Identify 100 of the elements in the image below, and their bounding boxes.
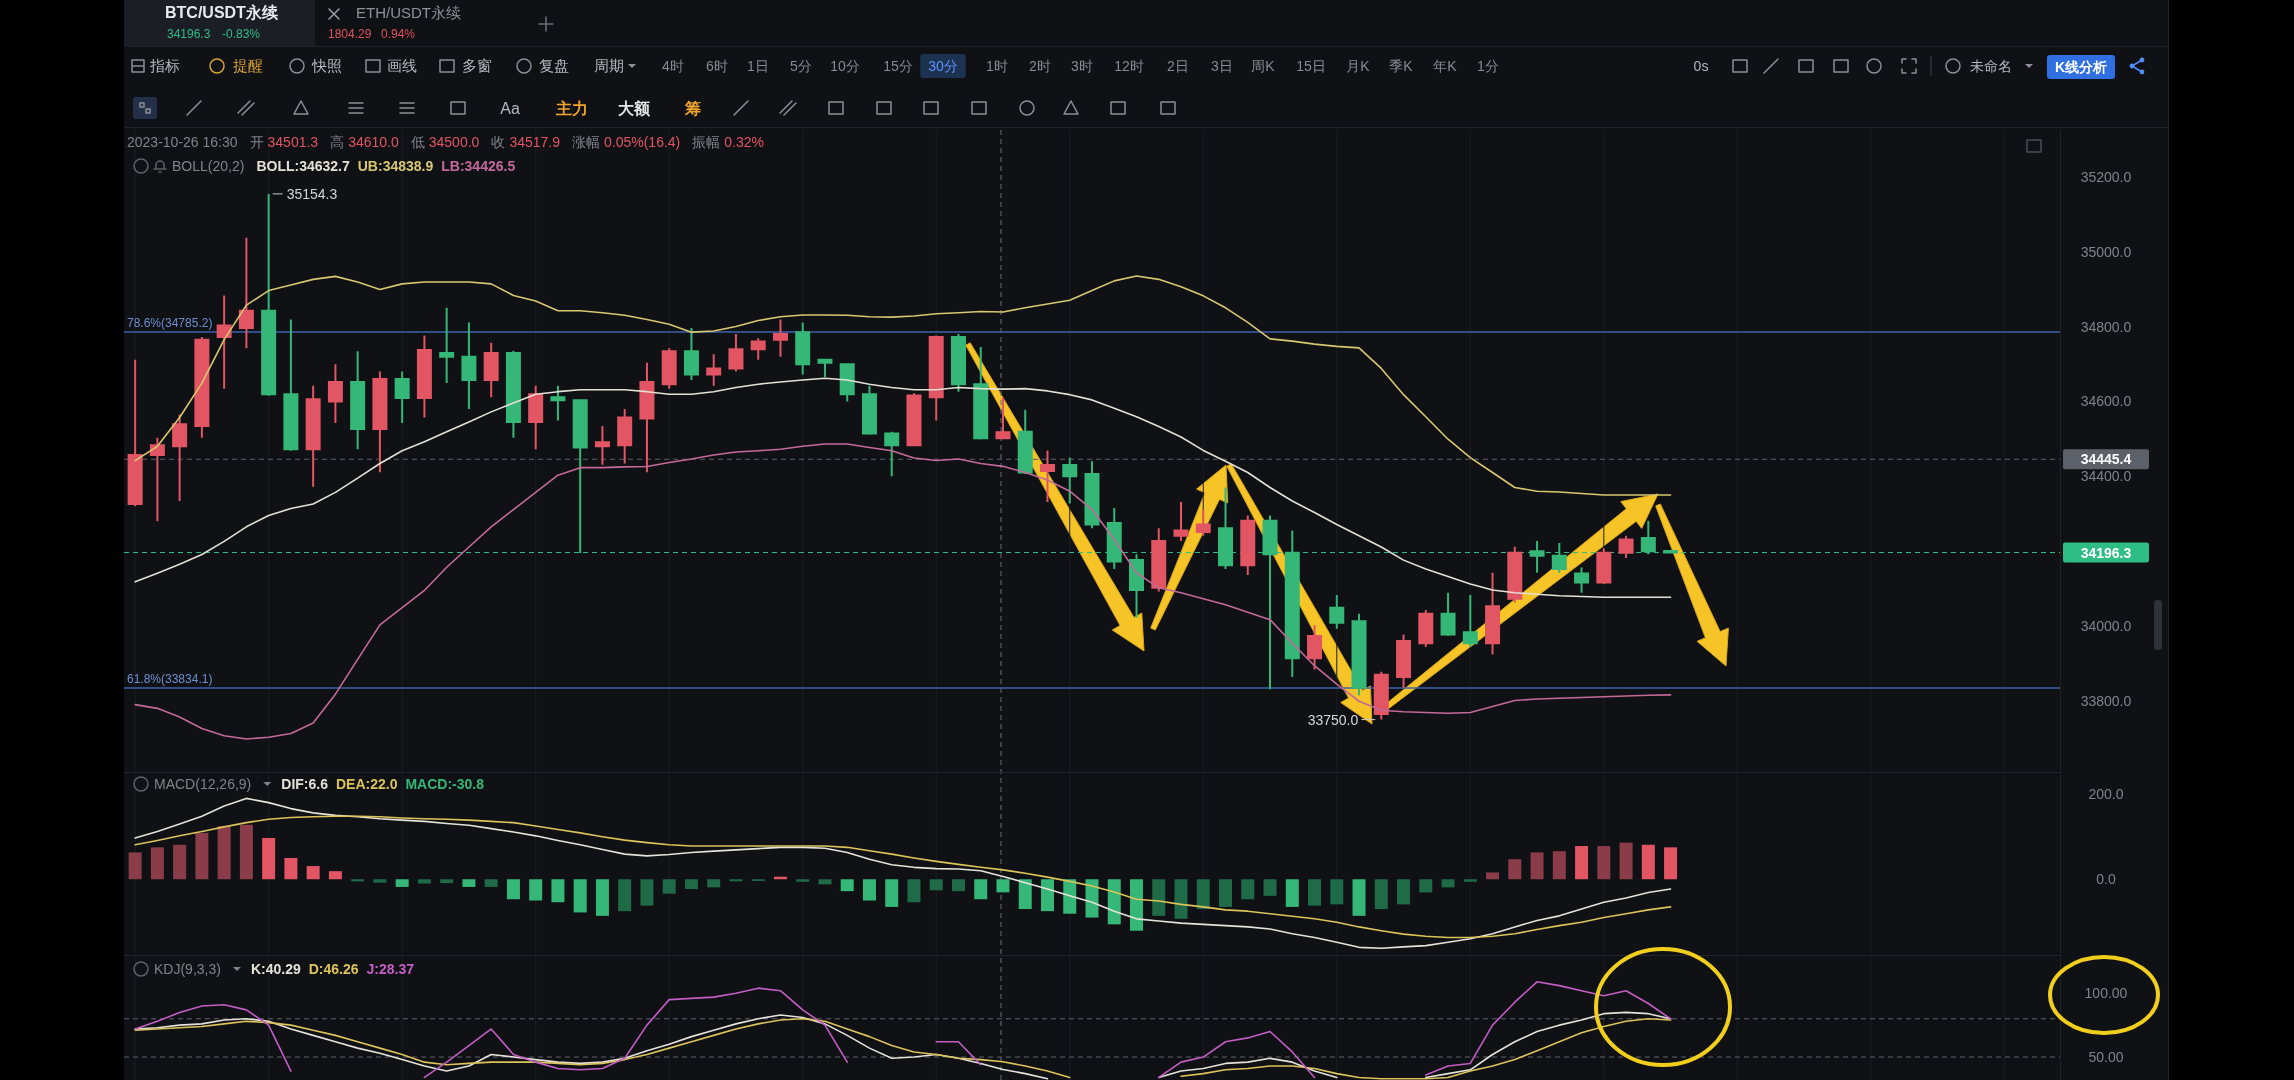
- candlestick: [283, 318, 299, 452]
- candlestick: [884, 430, 900, 478]
- candlestick: [1529, 540, 1545, 574]
- annotation: 34610.0: [348, 134, 399, 150]
- y-tick-label: 34800.0: [2080, 318, 2132, 335]
- text: 3日: [1211, 58, 1233, 74]
- bar: [1508, 859, 1522, 880]
- text: UB:34838.9: [357, 158, 434, 174]
- bar: [1285, 879, 1299, 907]
- bar: [595, 879, 609, 916]
- candlestick: [1284, 529, 1300, 678]
- candlestick: [416, 334, 432, 419]
- text: 30分: [928, 58, 958, 74]
- bar: [996, 879, 1010, 893]
- bar: [818, 879, 832, 885]
- candlestick: [995, 396, 1011, 440]
- bar: [128, 852, 142, 880]
- bar: [1575, 846, 1589, 880]
- line-series: [134, 797, 1672, 949]
- bar: [885, 879, 899, 907]
- text: 画线: [387, 57, 417, 74]
- text: 未命名: [1970, 58, 2012, 74]
- bar: [1641, 844, 1655, 880]
- bar: [1174, 879, 1188, 919]
- bar: [1352, 879, 1366, 916]
- candlestick: [772, 318, 788, 358]
- bar: [951, 879, 965, 892]
- candlestick: [1373, 670, 1389, 721]
- bar: [306, 866, 320, 880]
- text: 多窗: [462, 57, 492, 74]
- annotation: 高: [330, 134, 345, 150]
- bar: [1308, 879, 1322, 906]
- candlestick: [127, 358, 143, 508]
- bar: [1597, 846, 1611, 880]
- candlestick: [950, 333, 966, 393]
- text: 周期: [594, 57, 624, 74]
- text: 1日: [747, 58, 769, 74]
- ref-line-label: 34445.4: [2080, 451, 2132, 468]
- bar: [929, 879, 943, 891]
- candlestick: [1195, 508, 1211, 537]
- bar: [1552, 851, 1566, 880]
- candlestick: [861, 384, 877, 436]
- bar: [484, 879, 498, 887]
- candlestick: [928, 334, 944, 422]
- y-tick-label: 34000.0: [2080, 618, 2132, 635]
- text: 6时: [706, 58, 728, 74]
- bar: [1085, 879, 1099, 918]
- candlestick: [683, 327, 699, 382]
- y-tick-label: 50.00: [2088, 1049, 2124, 1066]
- bar: [1241, 879, 1255, 900]
- text: 1804.29: [328, 27, 372, 41]
- bar: [395, 879, 409, 887]
- text: 15日: [1296, 58, 1326, 74]
- text: 1分: [1477, 58, 1499, 74]
- candlestick: [594, 425, 610, 466]
- annotation: 低: [410, 134, 425, 150]
- text: 筹: [684, 100, 701, 117]
- annotation: 2023-10-26 16:30: [127, 134, 238, 150]
- text: 0s: [1693, 58, 1709, 74]
- candlestick: [1084, 460, 1100, 530]
- y-tick-label: 100.00: [2084, 985, 2128, 1002]
- text: 4时: [662, 58, 684, 74]
- text: 指标: [149, 57, 180, 74]
- bar: [684, 879, 698, 890]
- line-series: [134, 815, 1672, 939]
- candlestick: [394, 370, 410, 425]
- candlestick: [149, 436, 165, 523]
- candlestick: [1351, 612, 1367, 697]
- text: Aa: [500, 100, 520, 117]
- text: 0.94%: [381, 27, 416, 41]
- bar: [262, 837, 276, 880]
- candlestick: [461, 321, 477, 410]
- text: MACD:-30.8: [405, 776, 485, 792]
- annotation: 收: [491, 134, 506, 150]
- bar: [1330, 879, 1344, 905]
- candlestick: [1307, 623, 1323, 671]
- candlestick: [483, 341, 499, 399]
- bar: [1374, 879, 1388, 910]
- text: 月K: [1346, 58, 1371, 74]
- annotation: 34501.3: [267, 134, 319, 150]
- y-tick-label: 35200.0: [2080, 168, 2132, 185]
- candlestick: [750, 337, 766, 361]
- bar: [1441, 879, 1455, 888]
- series-label: DEA:22.0: [335, 776, 398, 792]
- candlestick: [238, 236, 254, 350]
- candlestick: [839, 362, 855, 403]
- bar: [551, 879, 565, 903]
- candlestick: [305, 384, 321, 488]
- candlestick: [706, 353, 722, 387]
- bar: [440, 879, 454, 884]
- candlestick: [1218, 486, 1234, 571]
- y-tick-label: 34400.0: [2080, 468, 2132, 485]
- text: BTC/USDT永续: [165, 3, 279, 21]
- text: 2时: [1029, 58, 1051, 74]
- candlestick: [1462, 593, 1478, 648]
- text: J:28.37: [366, 961, 415, 977]
- annotation: 35154.3: [286, 185, 338, 202]
- bar: [1196, 879, 1210, 910]
- ref-line-label: 34196.3: [2080, 544, 2132, 561]
- bar: [417, 879, 431, 884]
